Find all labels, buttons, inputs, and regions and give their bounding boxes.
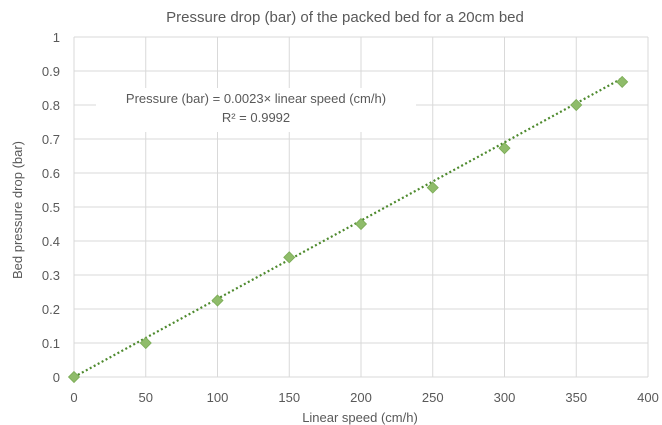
data-point-diamond [283,251,296,264]
x-tick-label: 200 [350,390,372,405]
y-tick-label: 0.2 [42,302,60,317]
data-points [67,75,629,384]
x-tick-label: 100 [207,390,229,405]
y-tick-label: 0.5 [42,200,60,215]
data-point-diamond [498,142,511,155]
y-tick-label: 0.9 [42,64,60,79]
data-point-diamond [570,98,583,112]
y-tick-label: 1 [53,30,60,45]
x-tick-label: 300 [494,390,516,405]
y-axis-label: Bed pressure drop (bar) [10,141,25,279]
x-axis-label: Linear speed (cm/h) [302,410,418,425]
gridlines [73,36,649,378]
data-point-diamond [426,181,439,194]
y-tick-label: 0.7 [42,132,60,147]
data-point-diamond [139,336,152,350]
x-tick-labels: 0 50 100 150 200 250 300 350 400 [70,390,658,405]
y-tick-label: 0.1 [42,336,60,351]
r-squared-label: R² = 0.9992 [222,110,290,125]
trendline-equation: Pressure (bar) = 0.0023× linear speed (c… [126,91,386,106]
x-tick-label: 350 [565,390,587,405]
x-tick-label: 0 [70,390,77,405]
trendline-group [73,77,623,378]
y-tick-label: 0.8 [42,98,60,113]
x-tick-label: 50 [139,390,153,405]
chart-title: Pressure drop (bar) of the packed bed fo… [166,9,524,26]
data-point-diamond [354,217,368,231]
x-tick-label: 400 [637,390,659,405]
annotation-background [96,88,416,132]
data-point-diamond [616,75,629,88]
y-tick-label: 0.3 [42,268,60,283]
x-tick-label: 150 [278,390,300,405]
data-point-diamond [67,370,81,384]
x-tick-label: 250 [422,390,444,405]
trendline [73,77,623,378]
data-point-diamond [211,294,224,307]
y-tick-label: 0.6 [42,166,60,181]
y-tick-labels: 0 0.1 0.2 0.3 0.4 0.5 0.6 0.7 0.8 0.9 1 [42,30,60,385]
y-tick-label: 0 [53,370,60,385]
y-tick-label: 0.4 [42,234,60,249]
